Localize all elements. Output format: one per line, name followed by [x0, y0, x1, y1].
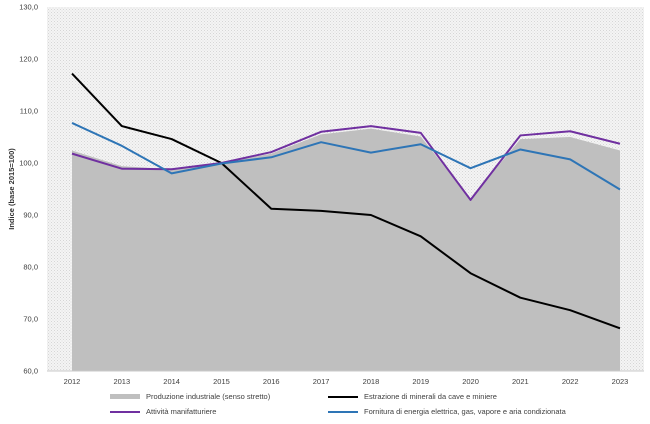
x-tick-label: 2015 [213, 377, 230, 386]
x-tick-label: 2020 [462, 377, 479, 386]
x-tick-label: 2012 [64, 377, 81, 386]
x-tick-label: 2019 [412, 377, 429, 386]
y-tick-label: 110,0 [20, 107, 38, 116]
y-tick-label: 80,0 [23, 263, 38, 272]
y-tick-label: 130,0 [19, 3, 38, 12]
axis-layer: 60,0 70,0 80,0 90,0 100,0 110,0 120,0 130,0 2012… [19, 3, 644, 386]
series-line-3 [71, 122, 621, 191]
series-area-0 [72, 128, 620, 371]
x-tick-label: 2023 [612, 377, 629, 386]
x-tick-label: 2021 [512, 377, 529, 386]
y-tick-label: 120,0 [19, 55, 38, 64]
y-tick-label: 90,0 [23, 211, 38, 220]
x-tick-label: 2016 [263, 377, 280, 386]
line-layer [71, 72, 621, 330]
y-tick-label: 100,0 [19, 159, 38, 168]
x-tick-label: 2017 [313, 377, 330, 386]
series-line-1 [71, 72, 621, 330]
y-tick-label: 70,0 [23, 315, 38, 324]
x-tick-label: 2022 [562, 377, 579, 386]
y-axis-label: Indice (base 2015=100) [7, 148, 16, 230]
y-tick-label: 60,0 [23, 367, 38, 376]
x-tick-label: 2018 [363, 377, 380, 386]
x-tick-label: 2013 [113, 377, 130, 386]
x-tick-label: 2014 [163, 377, 180, 386]
